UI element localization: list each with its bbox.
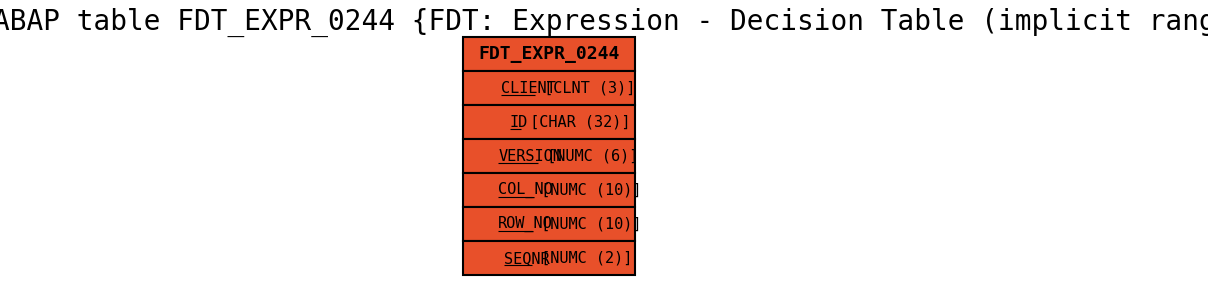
- FancyBboxPatch shape: [463, 105, 635, 139]
- FancyBboxPatch shape: [463, 173, 635, 207]
- FancyBboxPatch shape: [463, 71, 635, 105]
- FancyBboxPatch shape: [463, 37, 635, 71]
- Text: COL_NO: COL_NO: [498, 182, 553, 198]
- Text: CLIENT: CLIENT: [501, 80, 556, 96]
- Text: [NUMC (10)]: [NUMC (10)]: [533, 217, 641, 232]
- Text: [NUMC (2)]: [NUMC (2)]: [533, 251, 633, 266]
- Text: ROW_NO: ROW_NO: [498, 216, 553, 232]
- Text: ID: ID: [510, 115, 528, 129]
- FancyBboxPatch shape: [463, 241, 635, 275]
- FancyBboxPatch shape: [463, 139, 635, 173]
- FancyBboxPatch shape: [463, 207, 635, 241]
- Text: [CLNT (3)]: [CLNT (3)]: [535, 80, 635, 96]
- Text: [NUMC (6)]: [NUMC (6)]: [538, 149, 638, 164]
- Text: FDT_EXPR_0244: FDT_EXPR_0244: [478, 45, 620, 63]
- Text: VERSION: VERSION: [498, 149, 562, 164]
- Text: SAP ABAP table FDT_EXPR_0244 {FDT: Expression - Decision Table (implicit ranges): SAP ABAP table FDT_EXPR_0244 {FDT: Expre…: [0, 7, 1208, 37]
- Text: [NUMC (10)]: [NUMC (10)]: [533, 183, 641, 198]
- Text: [CHAR (32)]: [CHAR (32)]: [521, 115, 631, 129]
- Text: SEQNR: SEQNR: [504, 251, 550, 266]
